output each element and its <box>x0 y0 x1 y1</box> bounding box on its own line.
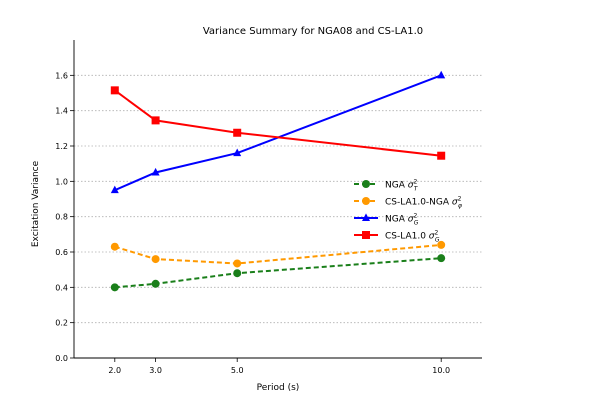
legend-item: NGA σ2 T <box>354 179 419 193</box>
legend-item: NGA σ2 G <box>354 213 419 227</box>
legend-label: CS-LA1.0-NGA σ2 φ <box>385 196 462 210</box>
series-line <box>114 257 442 289</box>
y-tick-label: 0.4 <box>55 283 68 292</box>
series-1 <box>110 240 446 268</box>
x-axis-label: Period (s) <box>257 383 300 393</box>
legend-item: CS-LA1.0 σ2 G <box>354 230 440 244</box>
data-point <box>437 240 446 249</box>
series-3 <box>110 86 446 160</box>
data-point <box>362 213 370 221</box>
data-point <box>362 231 370 239</box>
series-line <box>114 243 442 265</box>
data-point <box>110 185 119 194</box>
y-tick-label: 1.2 <box>55 142 68 151</box>
data-point <box>151 279 160 288</box>
y-tick-label: 1.4 <box>55 107 68 116</box>
data-point <box>110 86 119 95</box>
legend-item: CS-LA1.0-NGA σ2 φ <box>354 196 462 210</box>
data-point <box>362 180 370 188</box>
data-point <box>110 242 119 251</box>
data-point <box>151 255 160 264</box>
data-point <box>437 70 446 79</box>
data-point <box>362 197 370 205</box>
y-axis-label: Excitation Variance <box>31 160 41 247</box>
data-point <box>437 254 446 263</box>
series-line <box>114 74 442 192</box>
y-tick-label: 1.0 <box>55 177 68 186</box>
data-point <box>437 151 446 160</box>
y-tick-label: 1.6 <box>55 71 68 80</box>
legend: NGA σ2 T CS-LA1.0-NGA σ2 φ NGA σ2 G CS-LA1.0 σ… <box>354 179 462 244</box>
x-tick-label: 3.0 <box>149 366 162 375</box>
x-tick-label: 5.0 <box>231 366 244 375</box>
data-point <box>233 259 242 268</box>
x-tick-label: 2.0 <box>108 366 121 375</box>
data-point <box>151 116 160 125</box>
legend-label: NGA σ2 G <box>385 213 419 227</box>
y-tick-label: 0.8 <box>55 213 68 222</box>
data-point <box>233 269 242 278</box>
legend-label: CS-LA1.0 σ2 G <box>385 230 440 244</box>
series-layer <box>110 70 446 292</box>
axes-layer: 0.0 0.2 0.4 0.6 0.8 1.0 1.2 1.4 1.6 2.0 3.0 5.0 10.0 <box>55 40 482 375</box>
legend-label: NGA σ2 T <box>385 179 419 193</box>
chart-title: Variance Summary for NGA08 and CS-LA1.0 <box>203 26 423 37</box>
data-point <box>151 167 160 176</box>
y-tick-label: 0.2 <box>55 319 68 328</box>
x-tick-label: 10.0 <box>432 366 450 375</box>
series-2 <box>110 70 446 194</box>
series-0 <box>110 254 446 292</box>
series-line <box>114 89 442 157</box>
y-tick-label: 0.0 <box>55 354 68 363</box>
data-point <box>233 148 242 157</box>
y-tick-label: 0.6 <box>55 248 68 257</box>
data-point <box>110 283 119 292</box>
data-point <box>233 128 242 137</box>
